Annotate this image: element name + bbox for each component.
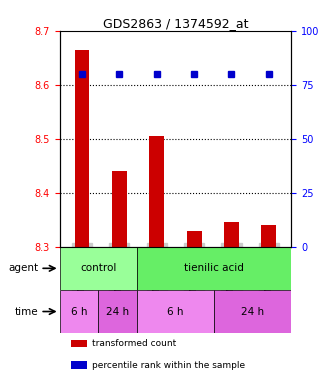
Text: tienilic acid: tienilic acid bbox=[184, 263, 244, 273]
FancyBboxPatch shape bbox=[214, 290, 291, 333]
Text: control: control bbox=[80, 263, 117, 273]
Text: 6 h: 6 h bbox=[167, 306, 184, 316]
Text: 24 h: 24 h bbox=[241, 306, 264, 316]
Text: transformed count: transformed count bbox=[92, 339, 176, 348]
FancyBboxPatch shape bbox=[98, 290, 137, 333]
Bar bbox=[261, 225, 276, 247]
FancyBboxPatch shape bbox=[137, 247, 291, 290]
Text: percentile rank within the sample: percentile rank within the sample bbox=[92, 361, 245, 369]
FancyBboxPatch shape bbox=[137, 290, 214, 333]
FancyBboxPatch shape bbox=[60, 247, 137, 290]
FancyBboxPatch shape bbox=[60, 290, 98, 333]
Bar bbox=[149, 136, 164, 247]
Bar bbox=[224, 222, 239, 247]
Text: 6 h: 6 h bbox=[71, 306, 87, 316]
Bar bbox=[74, 50, 89, 247]
Title: GDS2863 / 1374592_at: GDS2863 / 1374592_at bbox=[103, 17, 248, 30]
Bar bbox=[112, 171, 127, 247]
Bar bbox=[187, 230, 202, 247]
Text: agent: agent bbox=[8, 263, 38, 273]
Bar bbox=[71, 339, 87, 348]
Bar bbox=[71, 361, 87, 369]
Text: 24 h: 24 h bbox=[106, 306, 129, 316]
Text: time: time bbox=[15, 306, 38, 316]
